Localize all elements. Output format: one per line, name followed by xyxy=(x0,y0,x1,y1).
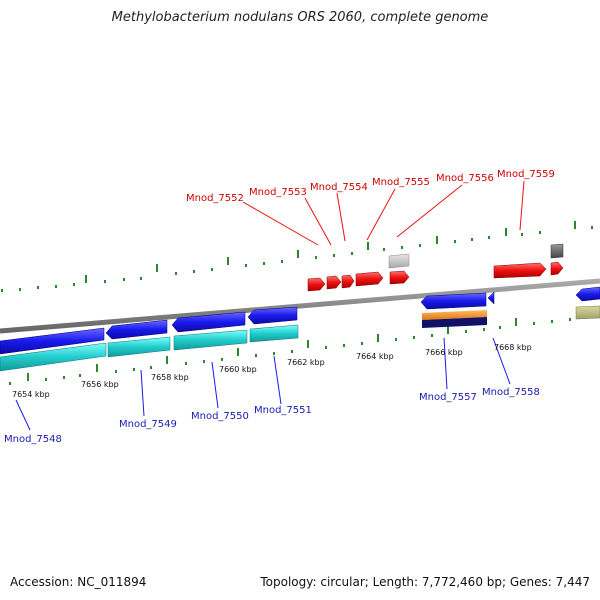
gene-mnod-7552[interactable] xyxy=(307,277,326,292)
gene-label-mnod-7553[interactable]: Mnod_7553 xyxy=(249,187,307,198)
reverse-leader-lines xyxy=(15,337,511,431)
genome-backbone xyxy=(0,278,600,334)
gene-label-mnod-7555[interactable]: Mnod_7555 xyxy=(372,177,430,188)
gene-small-forward[interactable] xyxy=(550,261,564,276)
kbp-label: 7656 kbp xyxy=(81,380,119,389)
kbp-label: 7666 kbp xyxy=(425,348,463,357)
gene-small-reverse[interactable] xyxy=(487,291,495,305)
forward-leader-lines xyxy=(242,180,525,246)
gene-mnod-7553[interactable] xyxy=(326,275,342,290)
forward-gene-track xyxy=(307,261,564,292)
cds-mnod-7551[interactable] xyxy=(249,324,299,343)
gene-mnod-7559[interactable] xyxy=(493,262,547,279)
gene-mnod-7555[interactable] xyxy=(355,271,384,287)
kbp-labels: 7654 kbp 7656 kbp 7658 kbp 7660 kbp 7662… xyxy=(12,343,532,399)
kbp-label: 7654 kbp xyxy=(12,390,50,399)
lower-tick-track xyxy=(9,310,587,385)
gene-label-mnod-7559[interactable]: Mnod_7559 xyxy=(497,169,555,180)
gene-mnod-7548[interactable] xyxy=(0,327,105,355)
gene-mnod-7557[interactable] xyxy=(420,292,487,310)
gene-label-mnod-7548[interactable]: Mnod_7548 xyxy=(4,434,62,445)
reverse-cds-track xyxy=(0,324,299,372)
gene-label-mnod-7554[interactable]: Mnod_7554 xyxy=(310,182,368,193)
cds-mnod-7548[interactable] xyxy=(0,342,107,372)
gene-mnod-7554[interactable] xyxy=(341,274,355,289)
feature-light-gray[interactable] xyxy=(388,253,410,269)
feature-navy[interactable] xyxy=(422,317,487,328)
feature-orange[interactable] xyxy=(422,310,487,320)
gene-label-mnod-7552[interactable]: Mnod_7552 xyxy=(186,193,244,204)
kbp-label: 7660 kbp xyxy=(219,365,257,374)
gene-label-mnod-7550[interactable]: Mnod_7550 xyxy=(191,411,249,422)
gene-label-mnod-7549[interactable]: Mnod_7549 xyxy=(119,419,177,430)
gene-mnod-7556[interactable] xyxy=(389,270,410,285)
gene-mnod-7551[interactable] xyxy=(247,306,298,325)
cds-mnod-7550[interactable] xyxy=(173,329,248,351)
reverse-gene-labels: Mnod_7548 Mnod_7549 Mnod_7550 Mnod_7551 … xyxy=(4,387,540,445)
upper-tick-track xyxy=(1,221,593,292)
kbp-label: 7662 kbp xyxy=(287,358,325,367)
kbp-label: 7668 kbp xyxy=(494,343,532,352)
feature-dark-gray[interactable] xyxy=(550,243,564,259)
gene-label-mnod-7551[interactable]: Mnod_7551 xyxy=(254,405,312,416)
gene-mnod-7549[interactable] xyxy=(105,319,168,340)
kbp-label: 7658 kbp xyxy=(151,373,189,382)
gene-label-mnod-7557[interactable]: Mnod_7557 xyxy=(419,392,477,403)
feature-khaki[interactable] xyxy=(575,305,600,320)
forward-gene-labels: Mnod_7552 Mnod_7553 Mnod_7554 Mnod_7555 … xyxy=(186,169,555,204)
accession-text: Accession: NC_011894 xyxy=(10,575,147,589)
reverse-gene-track xyxy=(0,286,600,355)
kbp-label: 7664 kbp xyxy=(356,352,394,361)
gene-label-mnod-7558[interactable]: Mnod_7558 xyxy=(482,387,540,398)
cds-mnod-7549[interactable] xyxy=(107,336,171,358)
gene-mnod-7550[interactable] xyxy=(171,311,246,333)
gene-right-edge[interactable] xyxy=(575,286,600,302)
genome-summary-text: Topology: circular; Length: 7,772,460 bp… xyxy=(260,575,590,589)
genome-title: Methylobacterium nodulans ORS 2060, comp… xyxy=(111,10,489,25)
gene-label-mnod-7556[interactable]: Mnod_7556 xyxy=(436,173,494,184)
